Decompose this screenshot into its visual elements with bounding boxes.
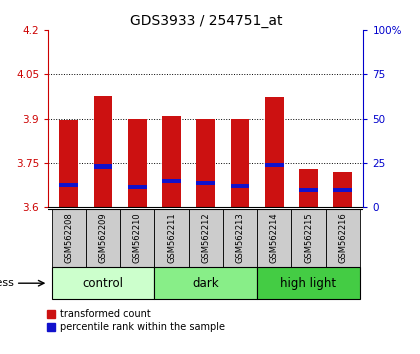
Text: GSM562216: GSM562216 <box>338 213 347 263</box>
Bar <box>231 184 249 188</box>
Text: GSM562211: GSM562211 <box>167 213 176 263</box>
Legend: transformed count, percentile rank within the sample: transformed count, percentile rank withi… <box>47 309 225 332</box>
Bar <box>197 120 215 207</box>
Bar <box>94 97 113 207</box>
Text: GSM562213: GSM562213 <box>236 213 244 263</box>
Bar <box>155 209 189 267</box>
Bar <box>155 267 257 299</box>
Bar <box>59 183 78 187</box>
Bar <box>265 97 284 207</box>
Text: GSM562215: GSM562215 <box>304 213 313 263</box>
Text: GSM562214: GSM562214 <box>270 213 279 263</box>
Bar <box>52 209 86 267</box>
Text: GSM562209: GSM562209 <box>99 213 108 263</box>
Bar <box>86 209 120 267</box>
Bar <box>162 116 181 207</box>
Bar <box>299 188 318 193</box>
Bar <box>265 163 284 167</box>
Title: GDS3933 / 254751_at: GDS3933 / 254751_at <box>129 14 282 28</box>
Bar <box>197 181 215 185</box>
Bar <box>291 209 326 267</box>
Bar <box>231 120 249 207</box>
Bar <box>52 267 155 299</box>
Text: stress: stress <box>0 278 14 288</box>
Bar <box>162 179 181 183</box>
Bar <box>94 164 113 169</box>
Text: GSM562212: GSM562212 <box>201 213 210 263</box>
Text: control: control <box>83 277 123 290</box>
Bar <box>333 188 352 193</box>
Text: GSM562208: GSM562208 <box>64 213 74 263</box>
Bar <box>257 267 360 299</box>
Text: dark: dark <box>192 277 219 290</box>
Text: GSM562210: GSM562210 <box>133 213 142 263</box>
Text: high light: high light <box>281 277 336 290</box>
Bar <box>189 209 223 267</box>
Bar <box>128 119 147 207</box>
Bar <box>120 209 155 267</box>
Bar <box>299 169 318 207</box>
Bar <box>128 185 147 189</box>
Bar <box>326 209 360 267</box>
Bar <box>333 172 352 207</box>
Bar <box>59 120 78 207</box>
Bar <box>223 209 257 267</box>
Bar <box>257 209 291 267</box>
